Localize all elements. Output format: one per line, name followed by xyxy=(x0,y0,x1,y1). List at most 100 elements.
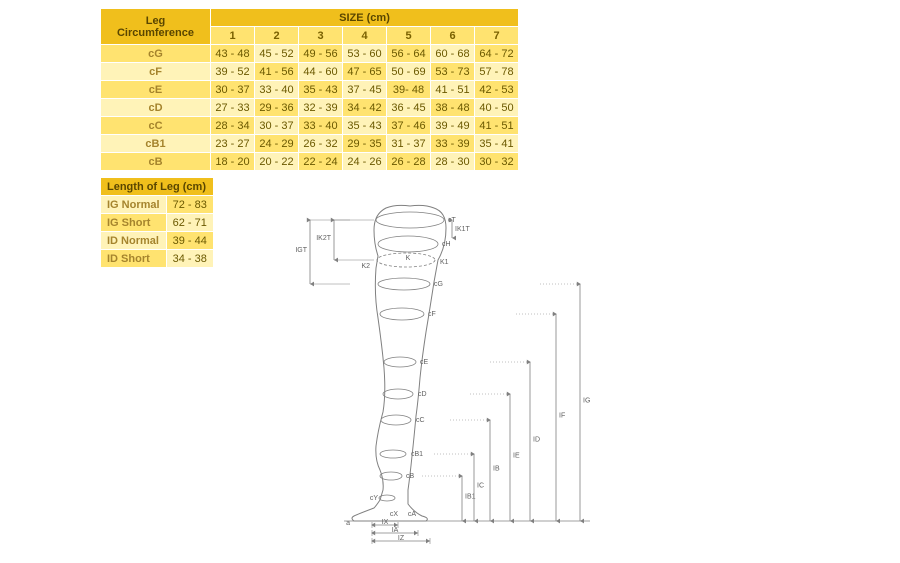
length-row-label: ID Normal xyxy=(101,232,167,250)
size-cell: 53 - 60 xyxy=(343,45,387,63)
size-cell: 45 - 52 xyxy=(255,45,299,63)
size-cell: 30 - 37 xyxy=(211,81,255,99)
size-row-label: cC xyxy=(101,117,211,135)
size-cell: 64 - 72 xyxy=(475,45,519,63)
size-cell: 35 - 43 xyxy=(343,117,387,135)
svg-text:cX: cX xyxy=(390,511,399,518)
size-row-label: cF xyxy=(101,63,211,81)
length-row-value: 34 - 38 xyxy=(166,250,213,268)
size-cell: 35 - 41 xyxy=(475,135,519,153)
size-cell: 37 - 45 xyxy=(343,81,387,99)
size-cell: 27 - 33 xyxy=(211,99,255,117)
size-cell: 31 - 37 xyxy=(387,135,431,153)
length-table: Length of Leg (cm) IG Normal72 - 83IG Sh… xyxy=(100,177,214,268)
size-cell: 34 - 42 xyxy=(343,99,387,117)
size-row-label: cE xyxy=(101,81,211,99)
size-cell: 28 - 34 xyxy=(211,117,255,135)
size-cell: 23 - 27 xyxy=(211,135,255,153)
size-cell: 29 - 35 xyxy=(343,135,387,153)
svg-text:cB: cB xyxy=(406,473,415,480)
size-cell: 41 - 51 xyxy=(475,117,519,135)
size-table: Leg Circumference SIZE (cm) 1234567 cG43… xyxy=(100,8,519,171)
length-row-label: ID Short xyxy=(101,250,167,268)
length-row-value: 72 - 83 xyxy=(166,196,213,214)
size-cell: 18 - 20 xyxy=(211,153,255,171)
size-cell: 33 - 40 xyxy=(255,81,299,99)
svg-text:ID: ID xyxy=(533,437,540,444)
size-cell: 47 - 65 xyxy=(343,63,387,81)
svg-text:cG: cG xyxy=(434,281,443,288)
size-row-label: cB1 xyxy=(101,135,211,153)
size-cell: 60 - 68 xyxy=(431,45,475,63)
svg-text:cE: cE xyxy=(420,359,429,366)
size-cell: 32 - 39 xyxy=(299,99,343,117)
svg-text:IA: IA xyxy=(392,527,399,534)
size-cell: 53 - 73 xyxy=(431,63,475,81)
size-cell: 30 - 37 xyxy=(255,117,299,135)
size-cell: 41 - 56 xyxy=(255,63,299,81)
svg-text:IB: IB xyxy=(493,466,500,473)
size-cell: 43 - 48 xyxy=(211,45,255,63)
length-row-value: 39 - 44 xyxy=(166,232,213,250)
size-col-header: 2 xyxy=(255,27,299,45)
size-row-label: cG xyxy=(101,45,211,63)
svg-text:IX: IX xyxy=(382,519,389,526)
size-cell: 41 - 51 xyxy=(431,81,475,99)
svg-text:cY: cY xyxy=(370,495,379,502)
size-cell: 50 - 69 xyxy=(387,63,431,81)
svg-text:cB1: cB1 xyxy=(411,451,423,458)
svg-text:IE: IE xyxy=(513,453,520,460)
size-cell: 20 - 22 xyxy=(255,153,299,171)
size-cell: 56 - 64 xyxy=(387,45,431,63)
svg-text:IG: IG xyxy=(583,398,590,405)
length-row-label: IG Normal xyxy=(101,196,167,214)
svg-text:cF: cF xyxy=(428,311,436,318)
svg-text:a: a xyxy=(346,520,350,527)
size-cell: 38 - 48 xyxy=(431,99,475,117)
svg-text:IK1T: IK1T xyxy=(455,226,471,233)
size-cell: 22 - 24 xyxy=(299,153,343,171)
svg-text:cA: cA xyxy=(408,511,417,518)
size-cell: 26 - 28 xyxy=(387,153,431,171)
svg-text:K2: K2 xyxy=(361,263,370,270)
size-row-label: cB xyxy=(101,153,211,171)
size-cell: 36 - 45 xyxy=(387,99,431,117)
length-row-label: IG Short xyxy=(101,214,167,232)
size-cell: 33 - 40 xyxy=(299,117,343,135)
size-row-label: cD xyxy=(101,99,211,117)
svg-text:IK2T: IK2T xyxy=(316,235,332,242)
size-cell: 37 - 46 xyxy=(387,117,431,135)
size-cell: 44 - 60 xyxy=(299,63,343,81)
size-cell: 33 - 39 xyxy=(431,135,475,153)
size-col-header: 4 xyxy=(343,27,387,45)
size-cell: 39 - 49 xyxy=(431,117,475,135)
size-cell: 28 - 30 xyxy=(431,153,475,171)
size-cell: 29 - 36 xyxy=(255,99,299,117)
size-table-head-left2: Circumference xyxy=(117,27,194,39)
size-cell: 57 - 78 xyxy=(475,63,519,81)
size-col-header: 7 xyxy=(475,27,519,45)
size-cell: 24 - 26 xyxy=(343,153,387,171)
svg-text:cC: cC xyxy=(416,417,425,424)
size-cell: 42 - 53 xyxy=(475,81,519,99)
size-cell: 26 - 32 xyxy=(299,135,343,153)
size-cell: 30 - 32 xyxy=(475,153,519,171)
size-cell: 49 - 56 xyxy=(299,45,343,63)
svg-text:K1: K1 xyxy=(440,259,449,266)
svg-text:K: K xyxy=(406,255,411,262)
size-cell: 40 - 50 xyxy=(475,99,519,117)
svg-text:IGT: IGT xyxy=(295,247,307,254)
svg-text:IF: IF xyxy=(559,413,565,420)
size-table-head-left1: Leg xyxy=(146,15,166,27)
size-cell: 24 - 29 xyxy=(255,135,299,153)
size-col-header: 3 xyxy=(299,27,343,45)
svg-text:IC: IC xyxy=(477,483,484,490)
leg-diagram: acTcHKK1K2cGcFcEcDcCcB1cBcYcXcAIB1ICIBIE… xyxy=(290,198,710,563)
size-table-head-right: SIZE (cm) xyxy=(211,9,519,27)
size-cell: 39- 48 xyxy=(387,81,431,99)
size-col-header: 5 xyxy=(387,27,431,45)
size-col-header: 1 xyxy=(211,27,255,45)
svg-text:cH: cH xyxy=(442,241,451,248)
size-col-header: 6 xyxy=(431,27,475,45)
size-cell: 39 - 52 xyxy=(211,63,255,81)
